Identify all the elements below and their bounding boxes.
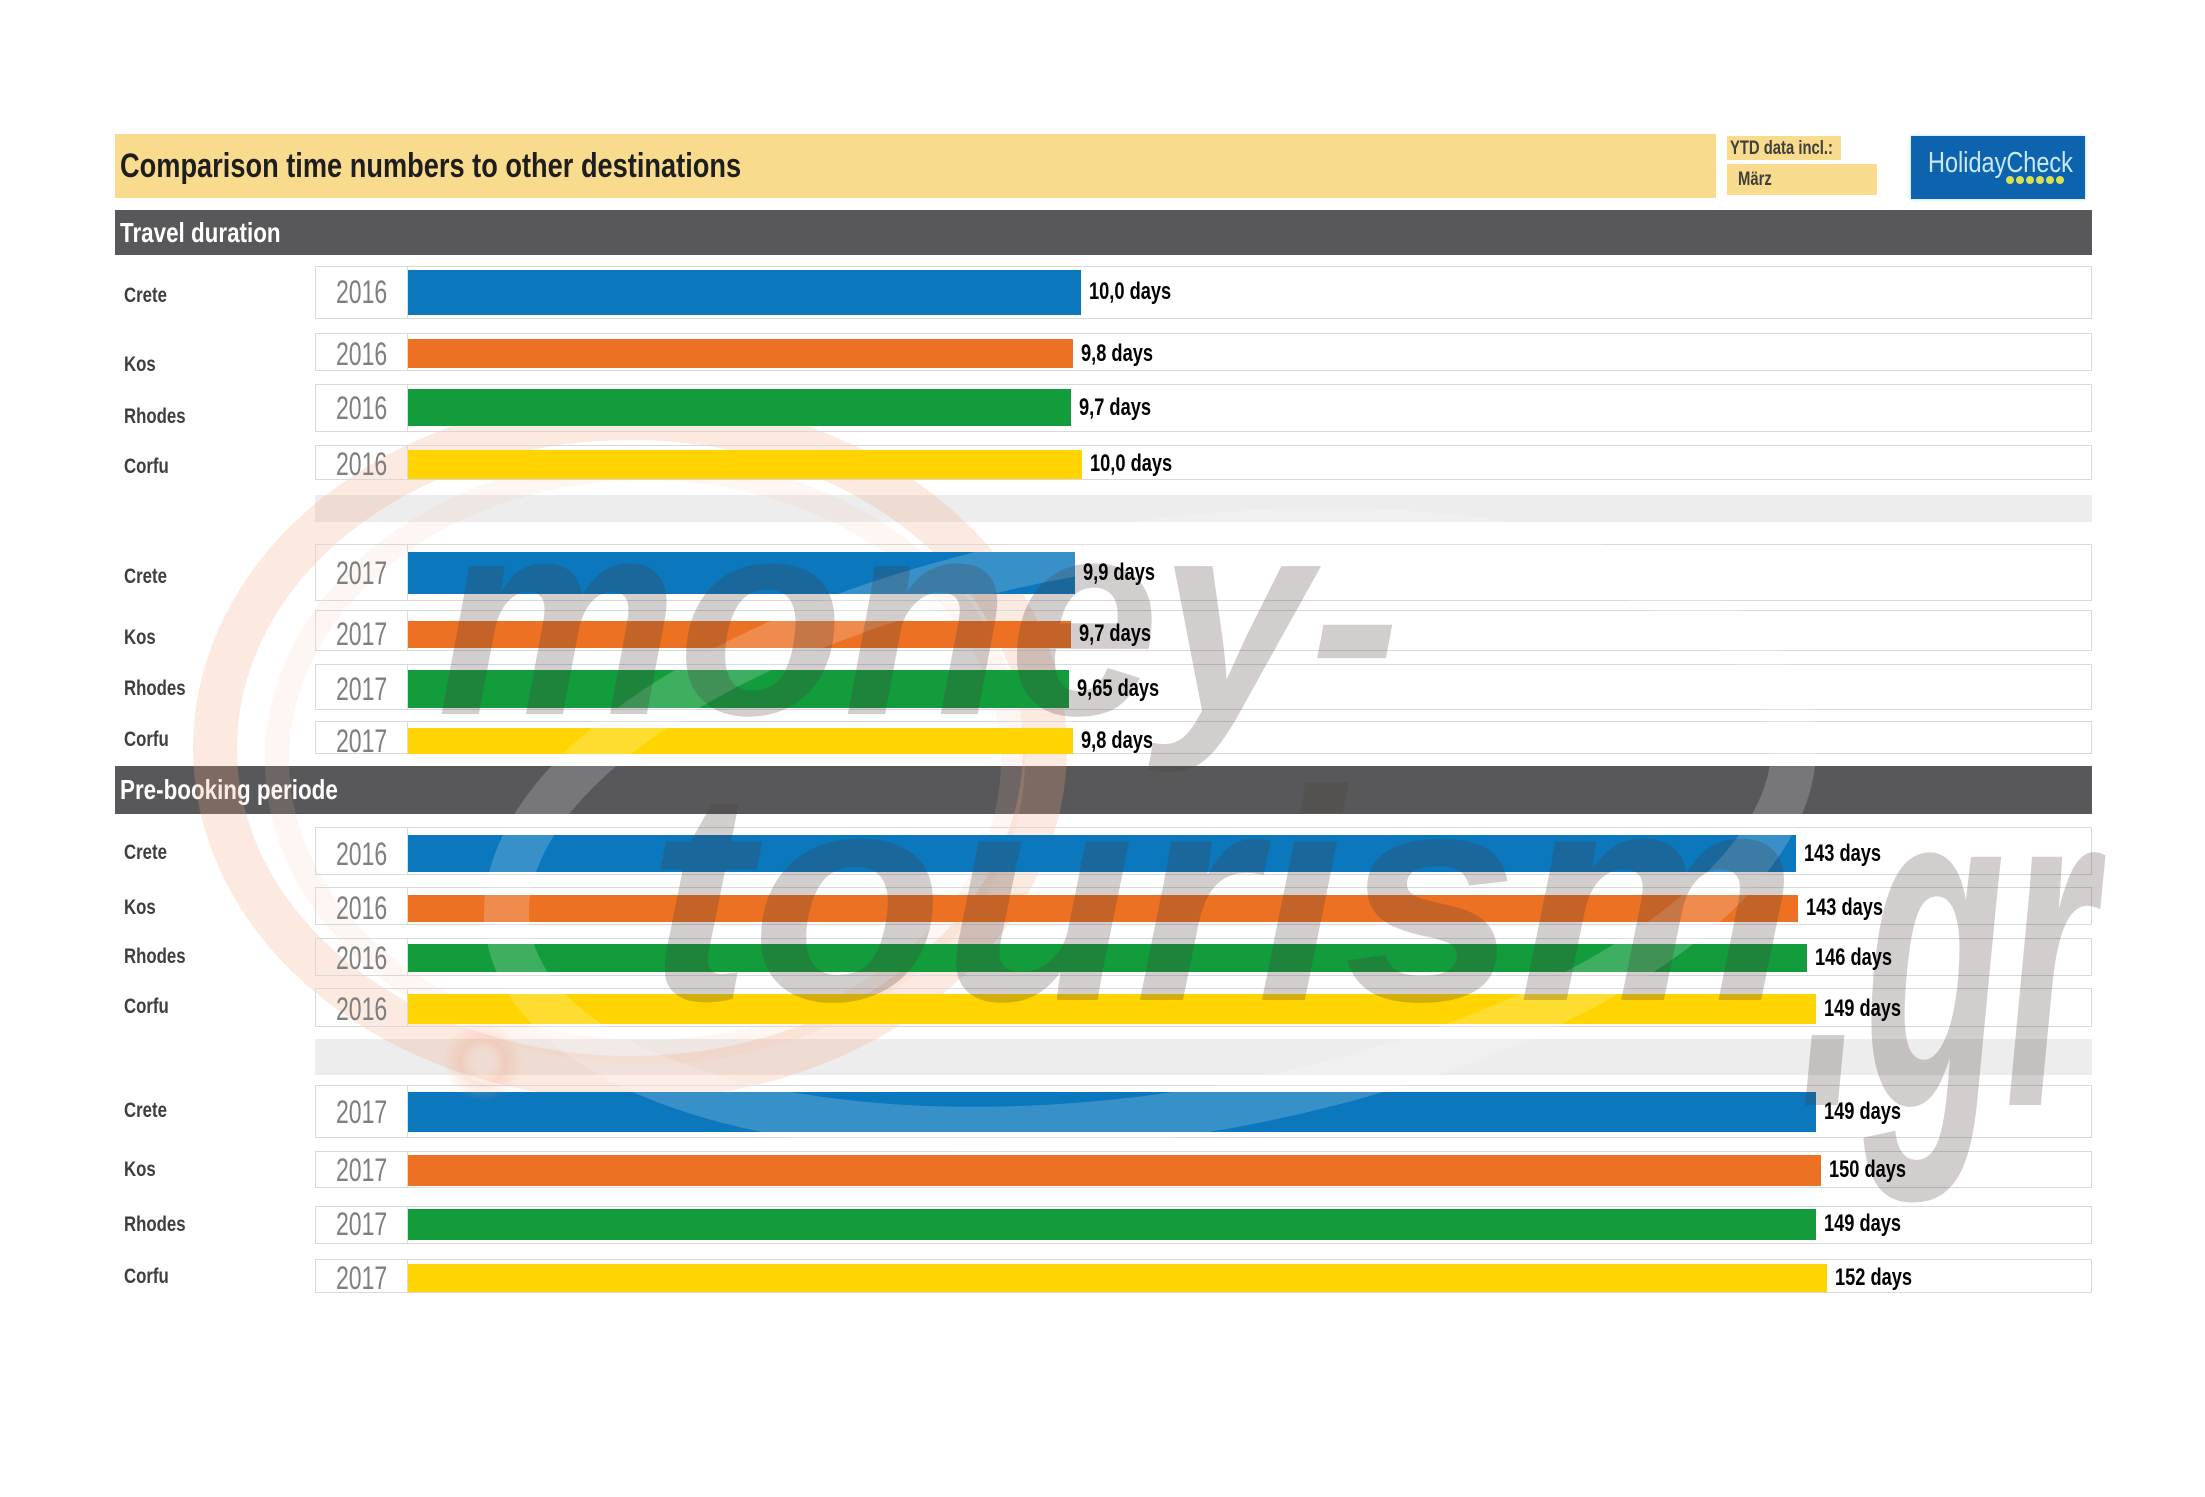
svg-text:money-: money- bbox=[437, 462, 1400, 775]
svg-text:.gr: .gr bbox=[1800, 680, 2106, 1208]
svg-text:tourism: tourism bbox=[647, 728, 1797, 1064]
